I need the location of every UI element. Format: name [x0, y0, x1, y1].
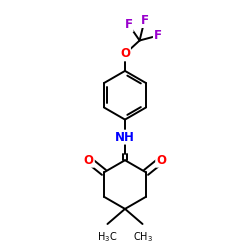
Text: F: F: [140, 14, 148, 27]
Text: F: F: [125, 18, 133, 31]
Text: H$_3$C: H$_3$C: [97, 230, 118, 244]
Text: O: O: [84, 154, 94, 167]
Text: NH: NH: [115, 130, 135, 143]
Text: F: F: [154, 29, 162, 42]
Text: O: O: [156, 154, 166, 167]
Text: O: O: [120, 48, 130, 60]
Text: CH$_3$: CH$_3$: [132, 230, 152, 244]
